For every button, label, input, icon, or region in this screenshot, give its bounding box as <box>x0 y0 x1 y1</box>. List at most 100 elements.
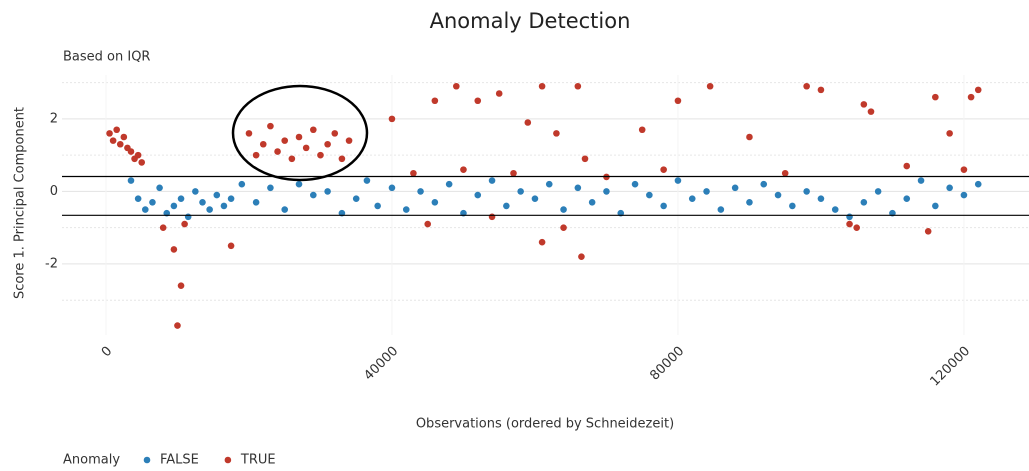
point <box>417 188 424 195</box>
point <box>817 195 825 202</box>
point <box>134 151 142 159</box>
x-tick-label: 80000 <box>647 344 687 384</box>
point <box>746 198 753 206</box>
point <box>706 82 714 90</box>
point <box>310 191 317 199</box>
point <box>177 195 185 202</box>
point <box>831 206 839 213</box>
point <box>295 180 303 188</box>
legend-swatch <box>224 456 232 464</box>
point <box>817 86 825 94</box>
point <box>116 140 124 148</box>
point <box>581 155 589 163</box>
point <box>445 180 453 188</box>
point <box>717 206 725 213</box>
point <box>531 195 539 202</box>
point <box>252 198 260 206</box>
point <box>560 224 567 231</box>
point <box>960 191 968 199</box>
point <box>402 206 410 213</box>
point <box>781 169 789 177</box>
point <box>789 202 796 210</box>
point <box>538 82 546 90</box>
point <box>946 130 953 137</box>
point <box>488 213 496 221</box>
point <box>553 130 560 137</box>
point <box>603 188 610 195</box>
point <box>220 202 228 210</box>
point <box>431 97 439 105</box>
point <box>967 93 975 101</box>
point <box>267 122 274 130</box>
point <box>746 133 753 141</box>
point <box>803 82 810 90</box>
point <box>917 177 925 184</box>
point <box>946 184 953 192</box>
point <box>199 198 206 206</box>
point <box>538 238 546 246</box>
point <box>410 169 417 177</box>
point <box>660 202 667 210</box>
point <box>688 195 696 202</box>
point <box>159 224 167 231</box>
point <box>213 191 221 199</box>
point <box>106 130 113 137</box>
point <box>206 206 213 213</box>
point <box>113 126 120 134</box>
chart-subtitle: Based on IQR <box>63 50 150 65</box>
point <box>127 177 135 184</box>
point <box>127 148 135 155</box>
point <box>874 188 882 195</box>
y-tick-label: 2 <box>50 111 58 126</box>
point <box>932 93 939 101</box>
point <box>149 198 156 206</box>
point <box>227 242 235 250</box>
point <box>731 184 739 192</box>
point <box>245 130 253 137</box>
point <box>560 206 567 213</box>
point <box>267 184 274 192</box>
marks <box>106 82 982 329</box>
point <box>760 180 768 188</box>
x-tick-label: 120000 <box>928 344 974 390</box>
point <box>578 253 585 260</box>
point <box>174 322 181 329</box>
point <box>903 195 911 202</box>
point <box>288 155 296 163</box>
point <box>431 198 439 206</box>
point <box>488 177 496 184</box>
legend-label: FALSE <box>160 453 199 468</box>
legend-swatch <box>143 456 151 464</box>
point <box>424 220 432 228</box>
x-tick-label: 0 <box>99 344 115 360</box>
point <box>803 188 810 195</box>
point <box>170 202 178 210</box>
point <box>960 166 968 173</box>
point <box>184 213 192 221</box>
point <box>453 82 460 90</box>
point <box>853 224 860 231</box>
point <box>503 202 510 210</box>
point <box>181 220 188 228</box>
point <box>867 108 875 115</box>
point <box>474 97 482 105</box>
point <box>324 140 331 148</box>
legend-title: Anomaly <box>63 453 120 468</box>
point <box>141 206 149 213</box>
point <box>674 177 682 184</box>
point <box>660 166 667 173</box>
x-axis-label: Observations (ordered by Schneidezeit) <box>416 417 674 432</box>
point <box>109 137 117 144</box>
point <box>177 282 185 289</box>
point <box>631 180 639 188</box>
legend-label: TRUE <box>240 453 276 468</box>
point <box>646 191 653 199</box>
point <box>302 144 310 152</box>
point <box>134 195 142 202</box>
x-tick-label: 40000 <box>361 344 401 384</box>
point <box>932 202 939 210</box>
y-tick-label: 0 <box>50 184 58 199</box>
point <box>638 126 646 134</box>
point <box>524 119 532 126</box>
